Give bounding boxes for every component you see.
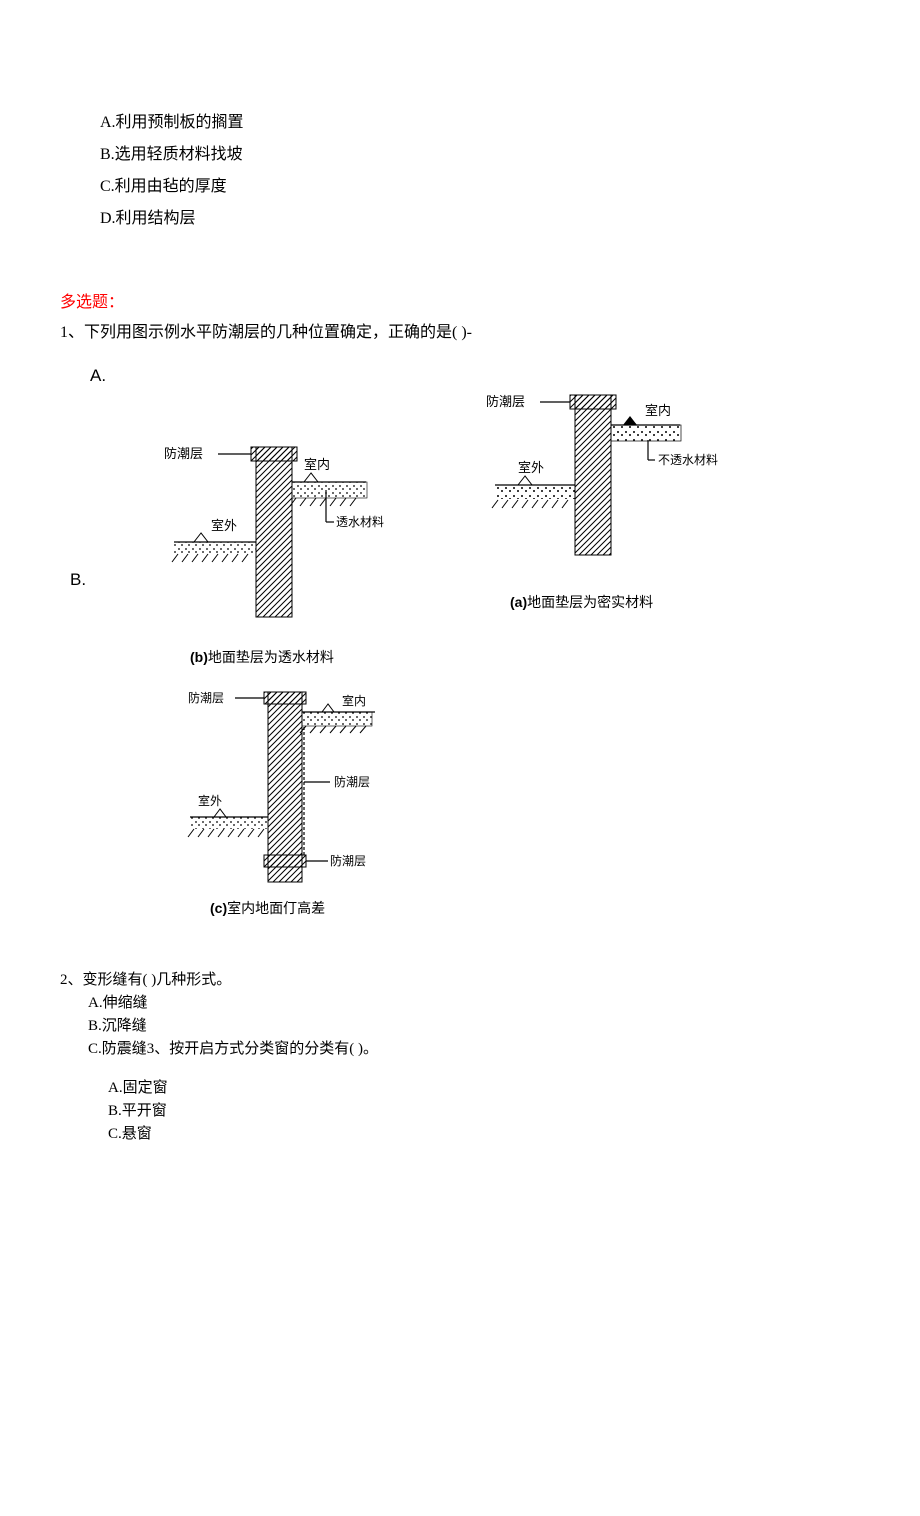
fig-c-outdoor: 室外 <box>198 793 222 808</box>
figure-c: 防潮层 室内 防潮层 室外 <box>180 687 860 892</box>
q2-option-b: B.沉降缝 <box>88 1014 860 1035</box>
q2-option-c-q3: C.防震缝3、按开启方式分类窗的分类有( )。 <box>88 1037 860 1058</box>
q1-label-b: B. <box>70 570 86 590</box>
fig-c-indoor: 室内 <box>342 693 366 708</box>
fig-c-damp3: 防潮层 <box>330 853 366 868</box>
fig-b-cap-prefix: (b) <box>190 649 208 665</box>
top-option-b: B.选用轻质材料找坡 <box>100 140 860 164</box>
fig-a-indoor: 室内 <box>645 403 671 418</box>
q3-option-b: B.平开窗 <box>108 1099 860 1120</box>
top-option-c: C.利用由毡的厚度 <box>100 172 860 196</box>
figure-b-caption: (b)地面垫层为透水材料 <box>190 647 860 667</box>
q3-option-a: A.固定窗 <box>108 1076 860 1097</box>
fig-b-damp-label: 防潮层 <box>164 446 203 461</box>
q2-text: 2、变形缝有( )几种形式。 <box>60 968 860 989</box>
figure-c-caption: (c)室内地面仃高差 <box>210 898 860 918</box>
fig-a-cap-text: 地面垫层为密实材料 <box>527 596 653 611</box>
q2-option-a: A.伸缩缝 <box>88 991 860 1012</box>
fig-c-cap-prefix: (c) <box>210 900 227 916</box>
fig-a-imperm: 不透水材料 <box>658 453 718 467</box>
q3-text: 3、按开启方式分类窗的分类有( )。 <box>147 1041 378 1057</box>
fig-b-perm: 透水材料 <box>336 515 384 529</box>
fig-b-outdoor: 室外 <box>211 518 237 533</box>
q2-option-c-prefix: C.防震缝 <box>88 1041 147 1057</box>
fig-a-damp-label: 防潮层 <box>486 394 525 409</box>
section-heading: 多选题： <box>60 288 860 312</box>
fig-a-cap-prefix: (a) <box>510 594 527 610</box>
q3-option-c: C.悬窗 <box>108 1122 860 1143</box>
fig-b-cap-text: 地面垫层为透水材料 <box>208 651 334 666</box>
q1-label-a: A. <box>90 366 860 386</box>
q1-text: 1、下列用图示例水平防潮层的几种位置确定，正确的是( )- <box>60 318 860 342</box>
fig-c-cap-text: 室内地面仃高差 <box>227 902 325 917</box>
figure-b: 防潮层 室内 透水材料 室外 <box>156 442 406 627</box>
fig-c-damp2: 防潮层 <box>334 774 370 789</box>
top-option-a: A.利用预制板的搁置 <box>100 108 860 132</box>
fig-a-outdoor: 室外 <box>518 460 544 475</box>
fig-c-damp-label: 防潮层 <box>188 690 224 705</box>
top-option-d: D.利用结构层 <box>100 204 860 228</box>
fig-b-indoor: 室内 <box>304 457 330 472</box>
